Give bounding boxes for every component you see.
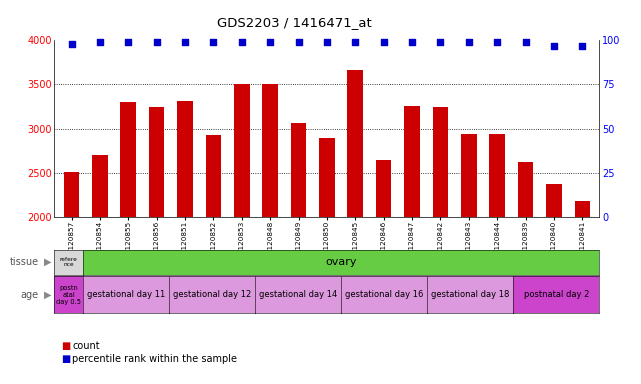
Point xyxy=(549,43,559,49)
Bar xyxy=(63,172,79,217)
Text: ▶: ▶ xyxy=(44,257,51,267)
Text: ■: ■ xyxy=(61,341,70,351)
Bar xyxy=(461,134,477,217)
Point xyxy=(180,39,190,45)
Bar xyxy=(347,70,363,217)
Text: percentile rank within the sample: percentile rank within the sample xyxy=(72,354,237,364)
Text: age: age xyxy=(21,290,38,300)
Point xyxy=(407,39,417,45)
Bar xyxy=(489,134,505,217)
Text: ovary: ovary xyxy=(326,257,357,267)
Text: ▶: ▶ xyxy=(44,290,51,300)
Bar xyxy=(206,135,221,217)
Point xyxy=(322,39,332,45)
Point xyxy=(208,39,219,45)
Bar xyxy=(262,84,278,217)
Point xyxy=(492,39,503,45)
Text: gestational day 12: gestational day 12 xyxy=(173,290,251,299)
Point xyxy=(520,39,531,45)
Text: refere
nce: refere nce xyxy=(60,257,78,268)
Text: gestational day 16: gestational day 16 xyxy=(345,290,424,299)
Bar xyxy=(121,102,136,217)
Text: count: count xyxy=(72,341,100,351)
Bar xyxy=(404,106,420,217)
Text: ■: ■ xyxy=(61,354,70,364)
Point xyxy=(350,39,360,45)
Point xyxy=(435,39,445,45)
Bar xyxy=(92,155,108,217)
Point xyxy=(67,41,77,47)
Text: gestational day 18: gestational day 18 xyxy=(431,290,510,299)
Bar xyxy=(574,200,590,217)
Point xyxy=(379,39,389,45)
Text: postn
atal
day 0.5: postn atal day 0.5 xyxy=(56,285,81,305)
Bar xyxy=(518,162,533,217)
Bar xyxy=(546,184,562,217)
Text: gestational day 11: gestational day 11 xyxy=(87,290,165,299)
Point xyxy=(123,39,133,45)
Bar xyxy=(291,123,306,217)
Bar xyxy=(433,107,448,217)
Point xyxy=(463,39,474,45)
Point xyxy=(265,39,275,45)
Bar xyxy=(319,138,335,217)
Point xyxy=(95,39,105,45)
Bar xyxy=(376,160,392,217)
Point xyxy=(237,39,247,45)
Bar xyxy=(177,101,193,217)
Point xyxy=(577,43,587,49)
Text: gestational day 14: gestational day 14 xyxy=(259,290,337,299)
Text: tissue: tissue xyxy=(10,257,38,267)
Bar xyxy=(149,107,165,217)
Text: GDS2203 / 1416471_at: GDS2203 / 1416471_at xyxy=(217,16,372,29)
Text: postnatal day 2: postnatal day 2 xyxy=(524,290,589,299)
Point xyxy=(294,39,304,45)
Bar xyxy=(234,84,249,217)
Point xyxy=(151,39,162,45)
